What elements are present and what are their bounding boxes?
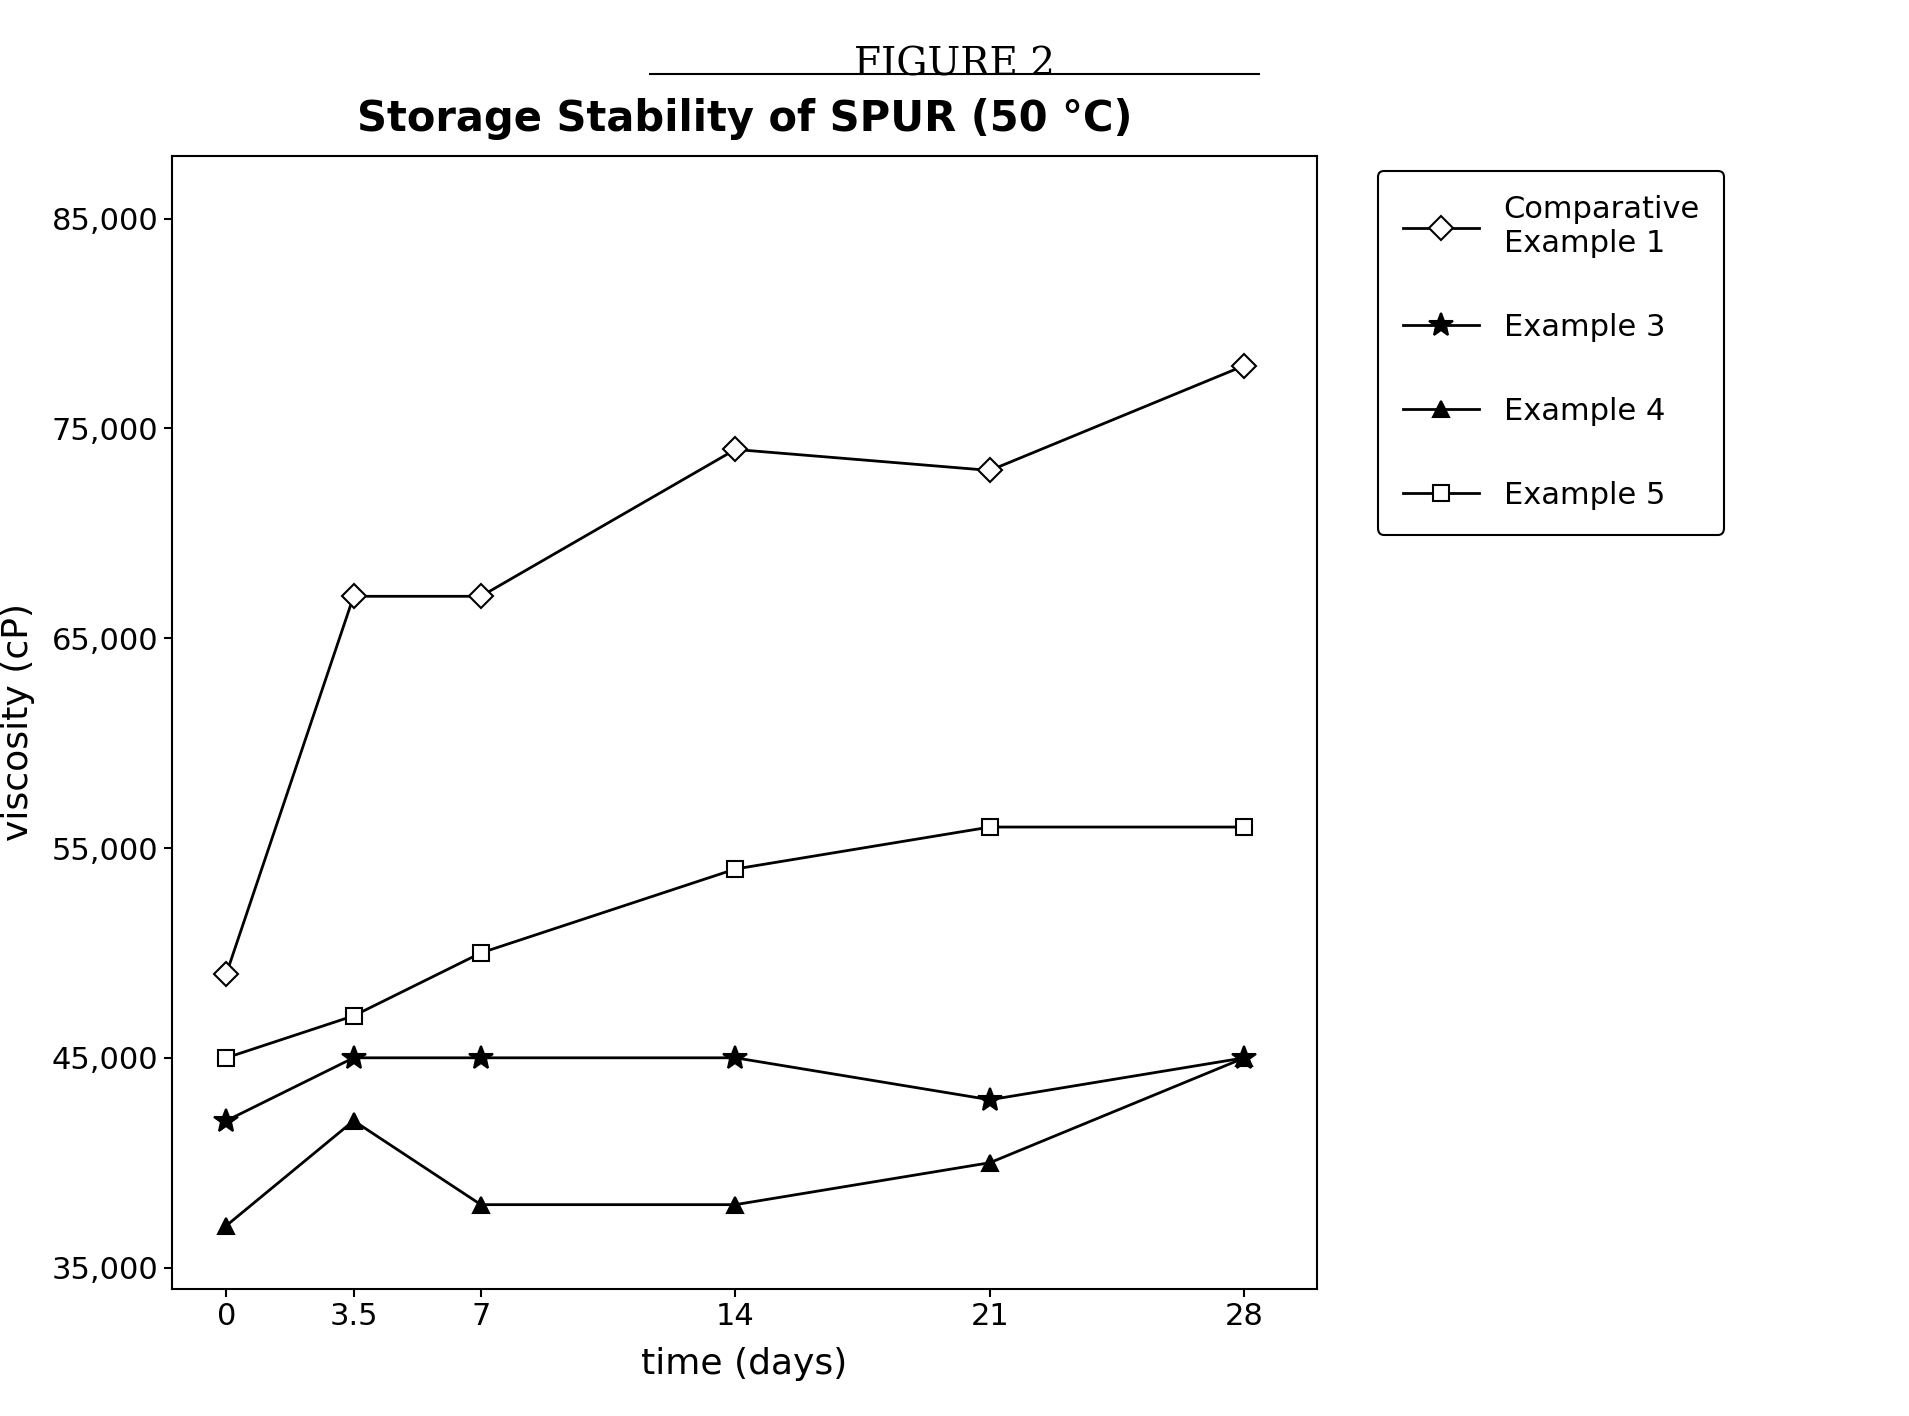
Legend: Comparative
Example 1, Example 3, Example 4, Example 5: Comparative Example 1, Example 3, Exampl… (1378, 171, 1724, 534)
Text: FIGURE 2: FIGURE 2 (853, 47, 1056, 84)
Title: Storage Stability of SPUR (50 °C): Storage Stability of SPUR (50 °C) (357, 98, 1132, 140)
Y-axis label: viscosity (cP): viscosity (cP) (2, 603, 34, 841)
X-axis label: time (days): time (days) (641, 1348, 848, 1382)
